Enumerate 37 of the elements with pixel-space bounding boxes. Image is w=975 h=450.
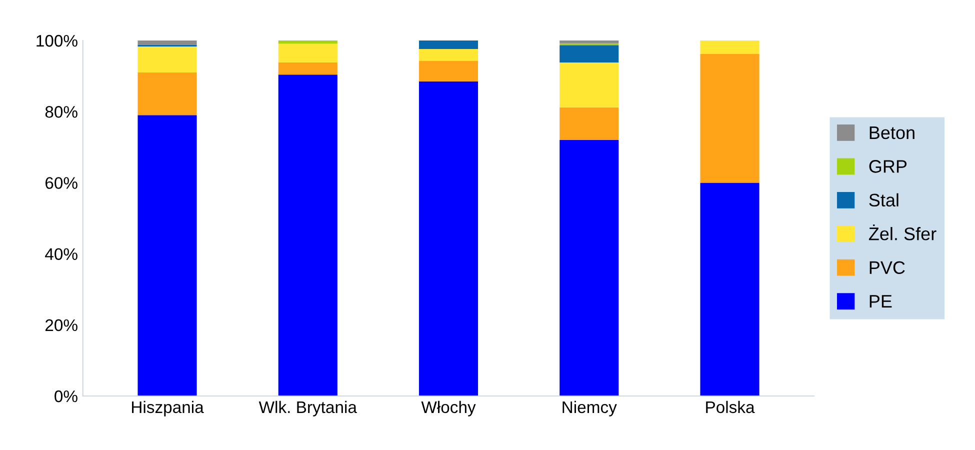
bar bbox=[138, 40, 197, 45]
legend-label: PE bbox=[870, 295, 892, 308]
bar bbox=[700, 54, 760, 183]
bar bbox=[700, 40, 760, 54]
legend-label: Stal bbox=[869, 193, 898, 207]
y-tick-label: 80% bbox=[45, 106, 78, 118]
bar bbox=[278, 62, 338, 75]
bar bbox=[560, 45, 619, 63]
bar bbox=[278, 74, 338, 396]
bar bbox=[560, 107, 619, 140]
y-tick-label: 0% bbox=[54, 390, 78, 402]
bar bbox=[418, 60, 478, 82]
bar bbox=[418, 49, 478, 61]
bar bbox=[138, 46, 197, 72]
bar bbox=[138, 72, 197, 116]
bar bbox=[138, 115, 197, 396]
bar bbox=[700, 182, 760, 396]
bar bbox=[560, 62, 619, 108]
y-tick-label: 100% bbox=[36, 34, 78, 47]
x-tick-label: Włochy bbox=[421, 400, 476, 416]
bar bbox=[560, 140, 619, 396]
bar bbox=[560, 40, 619, 44]
legend-label: Beton bbox=[870, 126, 914, 140]
y-tick-label: 60% bbox=[46, 177, 78, 189]
y-tick-label: 20% bbox=[45, 319, 78, 332]
legend-label: PVC bbox=[870, 261, 905, 274]
bar bbox=[278, 40, 338, 44]
y-tick-label: 40% bbox=[45, 248, 78, 260]
legend-label: Żel. Sfer bbox=[868, 224, 936, 240]
x-tick-label: Niemcy bbox=[562, 400, 617, 416]
x-tick-label: Polska bbox=[706, 400, 755, 414]
bar bbox=[278, 44, 338, 63]
x-tick-label: Wlk. Brytania bbox=[258, 400, 357, 416]
x-tick-label: Hiszpania bbox=[132, 400, 204, 416]
legend-label: GRP bbox=[869, 160, 907, 173]
bar bbox=[418, 40, 478, 50]
bar bbox=[418, 81, 478, 396]
